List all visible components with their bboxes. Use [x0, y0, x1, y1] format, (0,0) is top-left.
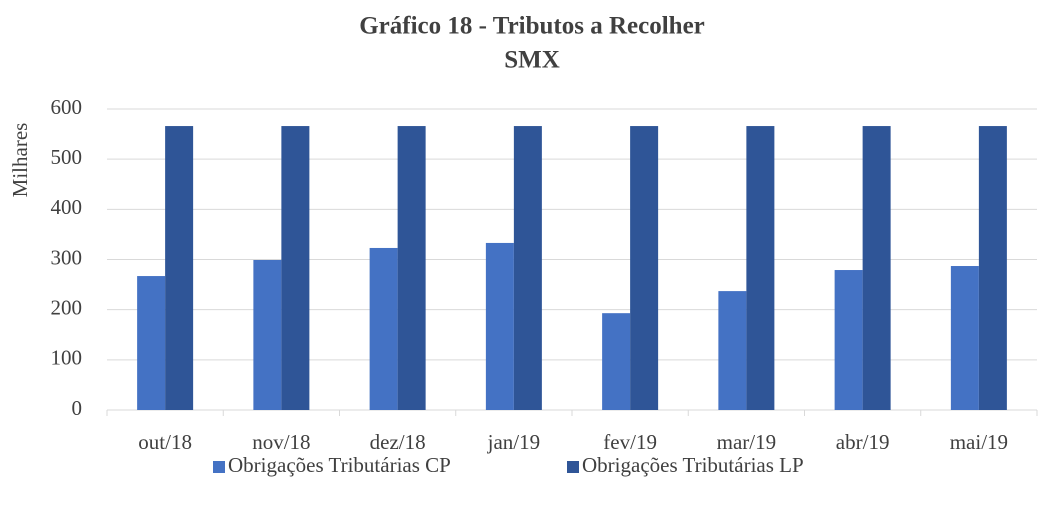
bar — [834, 270, 863, 410]
y-tick-label: 0 — [72, 396, 83, 420]
bar — [485, 242, 514, 410]
bar — [253, 260, 282, 410]
y-tick-label: 100 — [51, 346, 83, 370]
y-tick-label: 300 — [51, 245, 83, 269]
y-tick-label: 600 — [51, 95, 83, 119]
x-tick-label: mar/19 — [717, 430, 776, 454]
y-tick-label: 400 — [51, 195, 83, 219]
bar — [862, 126, 891, 410]
bar — [950, 266, 979, 410]
bar — [978, 126, 1007, 410]
y-tick-label: 500 — [51, 145, 83, 169]
bar — [718, 291, 747, 410]
bar — [746, 126, 775, 410]
bar — [513, 126, 542, 410]
x-tick-label: mai/19 — [950, 430, 1008, 454]
x-tick-label: dez/18 — [370, 430, 426, 454]
bar — [369, 247, 398, 410]
x-tick-label: abr/19 — [836, 430, 890, 454]
legend-label: Obrigações Tributárias CP — [228, 453, 451, 477]
legend-swatch — [213, 461, 225, 473]
bar — [602, 313, 631, 410]
bar — [165, 126, 194, 410]
legend-label: Obrigações Tributárias LP — [582, 453, 804, 477]
x-tick-label: jan/19 — [487, 430, 541, 454]
y-axis-label: Milhares — [8, 123, 32, 198]
y-tick-label: 200 — [51, 295, 83, 319]
legend-swatch — [567, 461, 579, 473]
bar — [630, 126, 659, 410]
bar — [137, 276, 166, 410]
x-tick-label: out/18 — [138, 430, 192, 454]
bar — [281, 126, 310, 410]
chart-title: SMX — [504, 47, 560, 74]
x-tick-label: fev/19 — [603, 430, 657, 454]
bar — [397, 126, 426, 410]
x-tick-label: nov/18 — [252, 430, 310, 454]
chart-title: Gráfico 18 - Tributos a Recolher — [359, 13, 705, 40]
